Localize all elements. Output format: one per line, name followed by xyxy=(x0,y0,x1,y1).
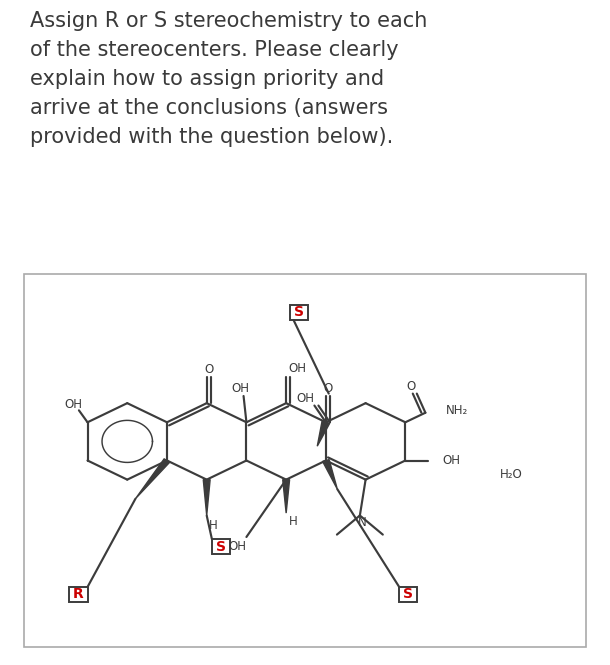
Polygon shape xyxy=(282,479,290,513)
Text: H: H xyxy=(289,515,298,528)
Text: Assign R or S stereochemistry to each
of the stereocenters. Please clearly
expla: Assign R or S stereochemistry to each of… xyxy=(30,11,428,146)
Text: OH: OH xyxy=(443,454,461,467)
Text: O: O xyxy=(323,382,332,395)
Text: O: O xyxy=(204,363,214,376)
Polygon shape xyxy=(317,422,330,446)
Polygon shape xyxy=(135,459,170,499)
Text: OH: OH xyxy=(232,382,249,395)
Text: S: S xyxy=(216,539,226,553)
Bar xyxy=(70,587,88,602)
Text: NH₂: NH₂ xyxy=(445,404,468,417)
Bar xyxy=(212,539,230,554)
Text: H₂O: H₂O xyxy=(500,468,523,481)
Text: OH: OH xyxy=(64,398,82,411)
Polygon shape xyxy=(203,479,210,515)
Bar xyxy=(399,587,417,602)
Polygon shape xyxy=(323,460,337,489)
Text: OH: OH xyxy=(297,392,315,405)
Text: R: R xyxy=(73,587,84,601)
Text: OH: OH xyxy=(229,540,247,553)
Text: OH: OH xyxy=(288,362,306,375)
Text: O: O xyxy=(406,380,415,393)
Bar xyxy=(290,305,309,320)
Text: S: S xyxy=(403,587,413,601)
Text: S: S xyxy=(294,305,304,319)
Text: N: N xyxy=(358,516,367,529)
Text: H: H xyxy=(209,519,218,531)
